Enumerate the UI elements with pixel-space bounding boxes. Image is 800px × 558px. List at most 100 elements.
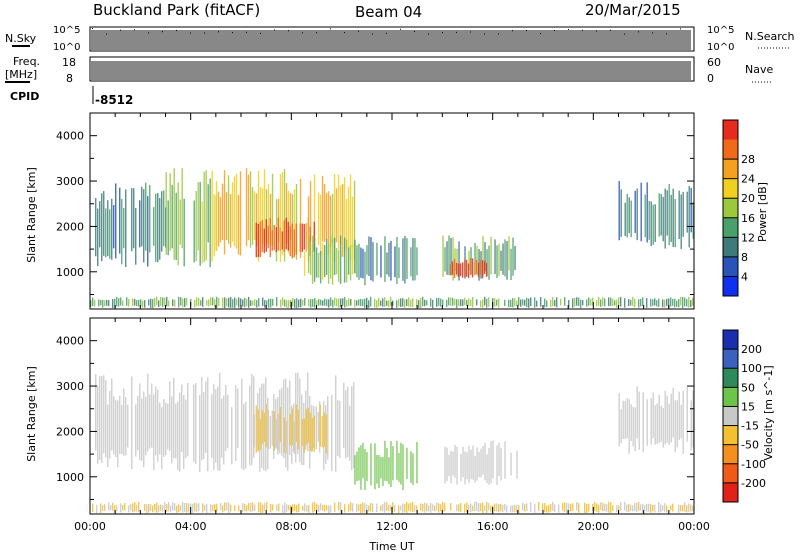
colorbar-segment: [723, 256, 738, 277]
range-gate-cell: [354, 299, 356, 308]
range-gate-cell: [562, 502, 564, 511]
range-gate-cell: [524, 504, 526, 512]
range-gate-cell: [500, 503, 502, 512]
colorbar-tick-label: 24: [741, 173, 755, 186]
range-gate-cell: [301, 418, 303, 446]
range-gate-cell: [650, 298, 652, 307]
range-gate-cell: [360, 247, 362, 278]
range-gate-cell: [267, 184, 270, 244]
range-gate-cell: [288, 300, 290, 308]
range-gate-cell: [252, 502, 254, 512]
range-gate-cell: [243, 403, 245, 471]
range-gate-cell: [690, 400, 692, 451]
range-gate-cell: [140, 299, 142, 307]
range-gate-cell: [291, 223, 293, 258]
noise-search-dot: [246, 31, 247, 33]
range-gate-cell: [576, 501, 578, 511]
range-gate-cell: [636, 188, 638, 241]
range-gate-cell: [131, 188, 133, 252]
range-gate-cell: [236, 298, 238, 306]
noise-search-dot: [470, 31, 471, 33]
range-gate-cell: [104, 300, 106, 307]
range-gate-cell: [197, 182, 199, 251]
range-gate-cell: [678, 190, 680, 239]
range-gate-cell: [166, 503, 168, 512]
range-gate-cell: [416, 247, 418, 276]
range-gate-cell: [456, 299, 458, 309]
range-gate-cell: [638, 502, 640, 511]
range-gate-cell: [628, 398, 630, 454]
range-gate-cell: [264, 300, 266, 308]
range-gate-cell: [476, 447, 478, 481]
range-gate-cell: [159, 402, 161, 455]
range-gate-cell: [261, 220, 263, 252]
range-gate-cell: [483, 260, 486, 274]
range-gate-cell: [522, 299, 524, 306]
range-gate-cell: [536, 300, 538, 307]
range-gate-cell: [212, 504, 214, 512]
range-gate-cell: [172, 501, 174, 511]
range-gate-cell: [658, 395, 660, 443]
range-gate-cell: [668, 298, 670, 308]
range-gate-cell: [229, 194, 232, 248]
range-gate-cell: [180, 505, 182, 511]
range-gate-cell: [334, 502, 336, 512]
colorbar-segment: [723, 349, 738, 369]
range-gate-cell: [618, 393, 620, 447]
range-gate-cell: [616, 505, 618, 513]
range-gate-cell: [368, 236, 370, 276]
range-gate-cell: [474, 501, 476, 511]
range-gate-cell: [113, 396, 115, 455]
range-gate-cell: [670, 393, 672, 443]
velocity-cbar-label: Velocity [m s^-1]: [762, 365, 775, 460]
noise-search-dot: [610, 29, 611, 31]
range-gate-cell: [680, 297, 682, 306]
range-gate-cell: [303, 223, 305, 250]
x-tick-label: 20:00: [577, 520, 609, 533]
range-gate-cell: [254, 299, 256, 307]
range-gate-cell: [510, 299, 512, 308]
range-gate-cell: [345, 239, 348, 283]
range-gate-cell: [289, 226, 291, 257]
range-gate-cell: [137, 395, 139, 451]
range-gate-cell: [292, 298, 294, 307]
range-gate-cell: [195, 191, 197, 262]
range-gate-cell: [394, 504, 396, 512]
range-gate-cell: [227, 175, 230, 244]
range-gate-cell: [235, 173, 238, 249]
range-gate-cell: [448, 454, 450, 477]
range-gate-cell: [682, 505, 684, 512]
range-gate-cell: [255, 222, 257, 258]
range-gate-cell: [504, 239, 506, 277]
range-gate-cell: [542, 503, 544, 512]
range-gate-cell: [209, 178, 211, 268]
range-gate-cell: [480, 503, 482, 511]
y-tick-label: 4000: [56, 335, 84, 348]
range-gate-cell: [295, 223, 297, 255]
range-gate-cell: [184, 298, 186, 307]
range-gate-cell: [550, 299, 552, 308]
range-gate-cell: [119, 395, 121, 454]
range-gate-cell: [460, 453, 462, 482]
noise-search-dot: [680, 28, 681, 30]
range-gate-cell: [630, 200, 632, 238]
range-gate-cell: [644, 194, 646, 238]
range-gate-cell: [177, 182, 179, 266]
range-gate-cell: [222, 297, 224, 308]
range-gate-cell: [313, 221, 315, 252]
range-gate-cell: [456, 446, 458, 485]
range-gate-cell: [165, 402, 167, 456]
range-gate-cell: [680, 194, 682, 250]
range-gate-cell: [148, 503, 150, 513]
range-gate-cell: [344, 297, 346, 308]
range-gate-cell: [334, 297, 336, 306]
range-gate-cell: [592, 297, 594, 306]
range-gate-cell: [630, 404, 632, 442]
range-gate-cell: [692, 505, 694, 512]
range-gate-cell: [323, 184, 326, 243]
range-gate-cell: [354, 239, 356, 274]
range-gate-cell: [636, 386, 638, 439]
noise-tick-high: 10^5: [53, 25, 80, 36]
range-gate-cell: [538, 501, 540, 511]
range-gate-cell: [180, 297, 182, 306]
